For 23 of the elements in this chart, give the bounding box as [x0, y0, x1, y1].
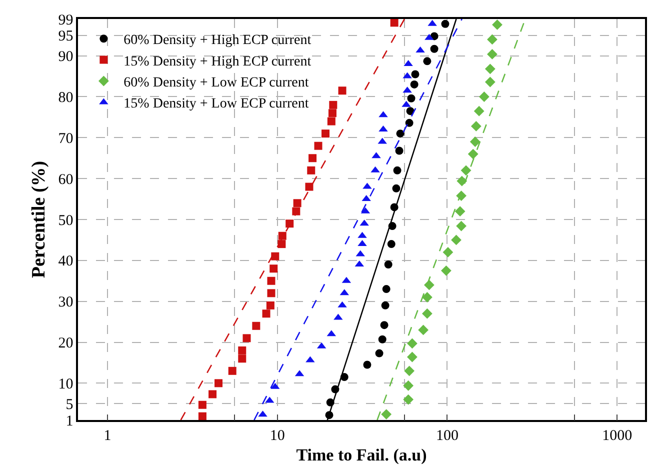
y-tick-label: 1 — [66, 413, 74, 430]
y-tick-label: 50 — [58, 212, 74, 229]
legend-label: 60% Density + High ECP current — [124, 33, 312, 48]
y-tick-label: 95 — [58, 28, 74, 45]
y-tick-label: 5 — [66, 396, 74, 413]
y-tick-label: 30 — [58, 294, 74, 311]
x-tick-label: 10 — [270, 428, 285, 444]
legend-label: 15% Density + High ECP current — [124, 54, 312, 70]
x-tick-label: 1 — [104, 428, 112, 444]
y-tick-label: 99 — [58, 12, 74, 28]
x-axis-title: Time to Fail. (a.u) — [296, 446, 427, 465]
legend-label: 15% Density + Low ECP current — [124, 96, 309, 112]
x-tick-label: 100 — [436, 428, 458, 444]
y-tick-label: 20 — [58, 336, 74, 352]
y-tick-label: 80 — [58, 90, 74, 106]
x-tick-label: 1000 — [602, 428, 632, 444]
y-tick-label: 90 — [58, 49, 74, 66]
y-tick-label: 70 — [58, 130, 74, 147]
y-tick-label: 60 — [58, 172, 74, 188]
y-tick-label: 40 — [58, 254, 74, 270]
y-axis-title: Percentile (%) — [28, 160, 50, 278]
legend-label: 60% Density + Low ECP current — [124, 75, 309, 90]
y-tick-label: 10 — [58, 376, 74, 392]
